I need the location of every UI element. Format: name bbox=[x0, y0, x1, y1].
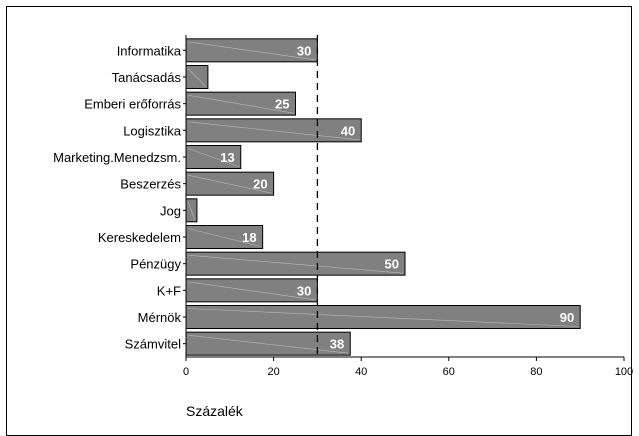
bar-sheen bbox=[187, 254, 404, 274]
bar bbox=[185, 251, 406, 276]
category-label: Számvitel bbox=[125, 337, 181, 352]
x-tick-label: 100 bbox=[615, 366, 633, 378]
category-label: Informatika bbox=[117, 43, 182, 58]
x-tick-label: 0 bbox=[183, 366, 189, 378]
x-tick-label: 20 bbox=[267, 366, 279, 378]
data-label: 25 bbox=[275, 97, 289, 112]
category-label: Mérnök bbox=[138, 310, 182, 325]
bar-sheen bbox=[187, 201, 196, 220]
x-axis-title: Százalék bbox=[186, 403, 243, 419]
category-label: Jog bbox=[160, 203, 181, 218]
bar-sheen bbox=[187, 94, 294, 114]
category-label: K+F bbox=[157, 283, 181, 298]
data-label: 18 bbox=[242, 230, 256, 245]
data-label: 13 bbox=[220, 150, 234, 165]
bar-sheen bbox=[187, 334, 349, 354]
data-label: 38 bbox=[330, 337, 344, 352]
bar bbox=[185, 331, 351, 356]
category-label: Marketing.Menedzsm. bbox=[53, 150, 181, 165]
category-label: Logisztika bbox=[123, 123, 182, 138]
data-label: 30 bbox=[297, 43, 311, 58]
bar bbox=[185, 118, 362, 143]
bar-sheen bbox=[187, 174, 272, 194]
bar-sheen bbox=[187, 121, 360, 141]
bar-sheen bbox=[187, 148, 239, 167]
category-label: Beszerzés bbox=[120, 177, 181, 192]
data-label: 90 bbox=[560, 310, 574, 325]
bar-sheen bbox=[187, 281, 316, 301]
data-label: 20 bbox=[253, 177, 267, 192]
bar-sheen bbox=[187, 228, 261, 247]
bar-sheen bbox=[187, 68, 207, 87]
x-tick-label: 80 bbox=[530, 366, 542, 378]
chart-frame bbox=[6, 6, 632, 436]
bar-sheen bbox=[187, 41, 316, 61]
data-label: 40 bbox=[341, 123, 355, 138]
bar bbox=[185, 305, 581, 329]
x-tick-label: 60 bbox=[443, 366, 455, 378]
x-tick-label: 40 bbox=[355, 366, 367, 378]
data-label: 30 bbox=[297, 283, 311, 298]
category-label: Emberi erőforrás bbox=[84, 97, 181, 112]
category-label: Tanácsadás bbox=[112, 70, 182, 85]
category-label: Pénzügy bbox=[130, 257, 181, 272]
data-label: 50 bbox=[385, 257, 399, 272]
bar-sheen bbox=[187, 308, 579, 327]
category-label: Kereskedelem bbox=[98, 230, 181, 245]
